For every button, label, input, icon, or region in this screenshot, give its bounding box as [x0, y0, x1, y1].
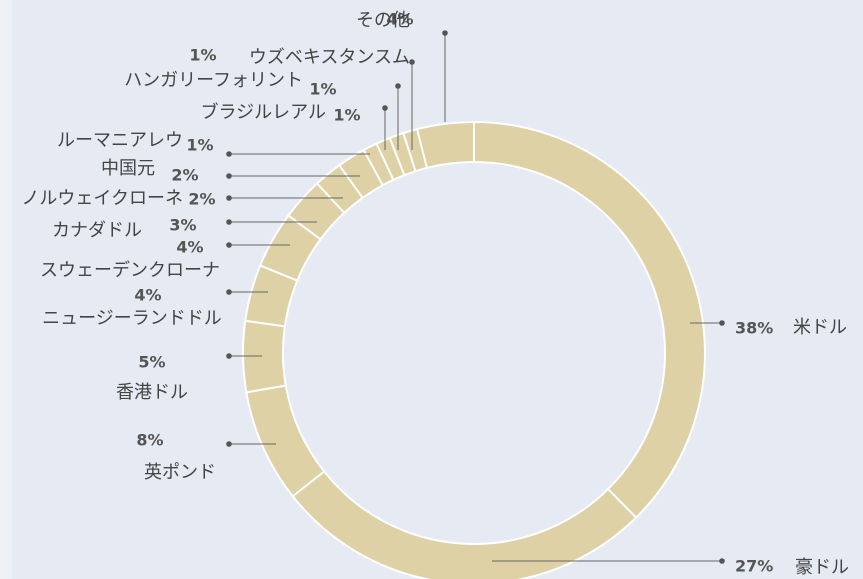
category-label: ニュージーランドドル [42, 308, 222, 328]
value-label: 1% [189, 46, 216, 65]
value-label: 3% [169, 216, 196, 235]
leader-dot [395, 83, 401, 89]
leader-dot [226, 353, 232, 359]
category-label: 英ポンド [144, 462, 216, 482]
category-label: 豪ドル [795, 557, 849, 577]
category-label: ハンガリーフォリント [124, 70, 303, 90]
donut-segment [415, 120, 475, 170]
value-label: 4% [386, 10, 413, 29]
value-label: 8% [136, 431, 163, 450]
category-label: 米ドル [793, 317, 847, 337]
value-label: 1% [333, 106, 360, 125]
left-strip [0, 0, 12, 579]
category-label: ウズベキスタンスム [249, 47, 410, 67]
category-label: ブラジルレアル [201, 101, 326, 122]
value-label: 2% [171, 166, 198, 185]
category-label: スウェーデンクローナ [40, 260, 220, 280]
donut-segment [242, 319, 287, 394]
category-label: その他 [356, 10, 410, 30]
value-label: 27% [735, 557, 773, 576]
value-label: 5% [138, 353, 165, 372]
category-label: ノルウェイクローネ [21, 188, 183, 208]
leader-dot [442, 30, 448, 36]
category-label: ルーマニアレウ [57, 130, 183, 150]
leader-dot [226, 441, 232, 447]
value-label: 4% [176, 238, 203, 257]
value-label: 1% [186, 136, 213, 155]
value-label: 38% [735, 319, 773, 338]
leader-dot [226, 289, 232, 295]
leader-dot [719, 320, 725, 326]
category-label: カナダドル [52, 220, 142, 240]
leader-dot [226, 173, 232, 179]
leader-dot [719, 558, 725, 564]
value-label: 4% [134, 286, 161, 305]
leader-dot [226, 242, 232, 248]
value-label: 2% [188, 190, 215, 209]
leader-dot [226, 195, 232, 201]
leader-dot [382, 105, 388, 111]
category-label: 中国元 [101, 158, 155, 178]
leader-dot [226, 151, 232, 157]
value-label: 1% [309, 80, 336, 99]
category-label: 香港ドル [116, 382, 188, 402]
leader-dot [226, 219, 232, 225]
leader-dot [409, 59, 415, 65]
